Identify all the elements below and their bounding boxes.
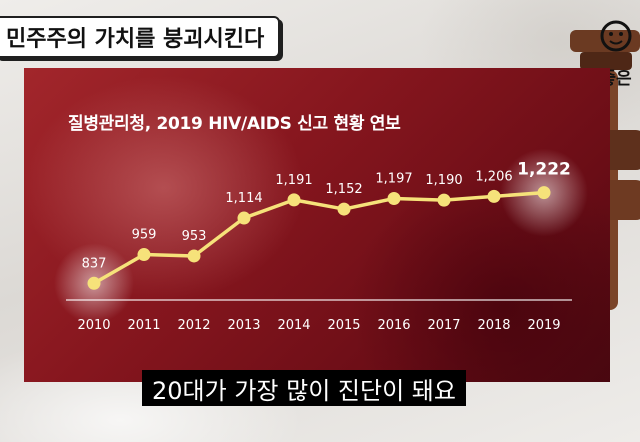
logo-icon — [600, 20, 632, 52]
data-label: 1,152 — [325, 182, 362, 197]
x-tick-label: 2017 — [427, 318, 460, 333]
data-point — [537, 186, 551, 200]
x-tick-label: 2016 — [377, 318, 410, 333]
data-label: 953 — [182, 229, 207, 244]
data-point — [337, 202, 351, 216]
data-label: 1,190 — [425, 173, 462, 188]
data-point — [87, 276, 101, 290]
chart-panel: 질병관리청, 2019 HIV/AIDS 신고 현황 연보 837 2010 959… — [24, 68, 610, 382]
data-point — [287, 193, 301, 207]
data-label: 1,114 — [225, 191, 262, 206]
data-label: 1,197 — [375, 171, 412, 186]
data-label: 1,191 — [275, 173, 312, 188]
data-label: 1,222 — [517, 160, 571, 180]
data-point — [387, 191, 401, 205]
x-tick-label: 2014 — [277, 318, 310, 333]
data-point — [187, 249, 201, 263]
caption-subtitle-text: 20대가 가장 많이 진단이 돼요 — [152, 376, 456, 405]
data-point — [437, 193, 451, 207]
chart-title: 질병관리청, 2019 HIV/AIDS 신고 현황 연보 — [68, 114, 401, 134]
page-title: 민주주의 가치를 붕괴시킨다 — [0, 16, 281, 58]
x-tick-label: 2019 — [527, 318, 560, 333]
line-chart: 837 2010 959 2011 953 2012 1,114 2013 1,191 2014 1… — [54, 148, 588, 333]
x-tick-label: 2010 — [77, 318, 110, 333]
data-point — [487, 189, 501, 203]
x-tick-label: 2018 — [477, 318, 510, 333]
series-line — [93, 190, 545, 285]
x-tick-label: 2015 — [327, 318, 360, 333]
caption-subtitle: 20대가 가장 많이 진단이 돼요 — [142, 370, 466, 406]
page-title-text: 민주주의 가치를 붕괴시킨다 — [6, 27, 265, 52]
data-label: 837 — [82, 256, 107, 271]
x-tick-label: 2012 — [177, 318, 210, 333]
data-point — [237, 211, 251, 225]
x-tick-label: 2011 — [127, 318, 160, 333]
data-label: 959 — [132, 228, 157, 243]
data-point — [137, 248, 151, 262]
data-label: 1,206 — [475, 169, 512, 184]
x-tick-label: 2013 — [227, 318, 260, 333]
